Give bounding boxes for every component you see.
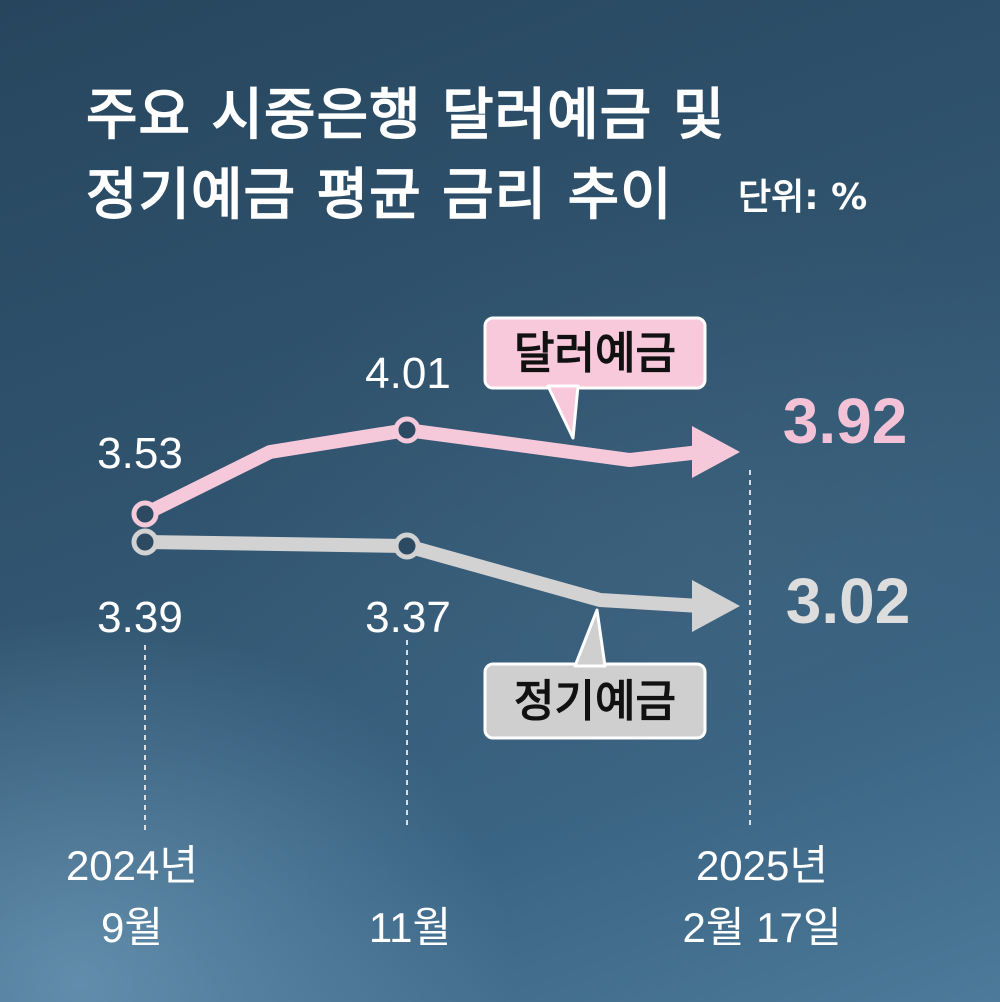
series-line-정기예금 bbox=[138, 535, 707, 613]
data-point-달러예금-0 bbox=[131, 500, 159, 528]
data-point-달러예금-1 bbox=[393, 416, 421, 444]
series-arrowhead-달러예금 bbox=[692, 426, 740, 478]
x-tick-label-0-0: 2024년 bbox=[66, 842, 198, 889]
data-label-정기예금-0: 3.39 bbox=[97, 593, 183, 642]
callout-box-dollar bbox=[483, 316, 707, 390]
series-line-달러예금 bbox=[138, 423, 707, 521]
data-point-정기예금-0 bbox=[131, 528, 159, 556]
data-label-정기예금-1: 3.37 bbox=[365, 593, 451, 642]
unit-label: 단위: % bbox=[738, 177, 868, 218]
x-tick-label-2-1: 2월 17일 bbox=[682, 904, 841, 951]
legend-label-dollar: 달러예금 bbox=[514, 329, 676, 378]
data-label-달러예금-0: 3.53 bbox=[97, 429, 183, 478]
end-label-달러예금: 3.92 bbox=[783, 385, 908, 457]
x-tick-label-1-0: 11월 bbox=[369, 904, 451, 951]
chart-title-line-1: 주요 시중은행 달러예금 및 bbox=[86, 83, 726, 148]
end-label-정기예금: 3.02 bbox=[786, 565, 911, 637]
callout-tail-time bbox=[573, 608, 607, 668]
series-arrowhead-정기예금 bbox=[692, 580, 740, 632]
chart-title-line-2: 정기예금 평균 금리 추이 bbox=[86, 163, 673, 228]
data-point-정기예금-1 bbox=[393, 532, 421, 560]
callout-tail-dollar bbox=[546, 384, 580, 440]
legend-label-time: 정기예금 bbox=[514, 677, 676, 726]
data-label-달러예금-1: 4.01 bbox=[365, 349, 451, 398]
x-tick-label-0-1: 9월 bbox=[101, 904, 163, 951]
x-tick-label-2-0: 2025년 bbox=[696, 842, 828, 889]
